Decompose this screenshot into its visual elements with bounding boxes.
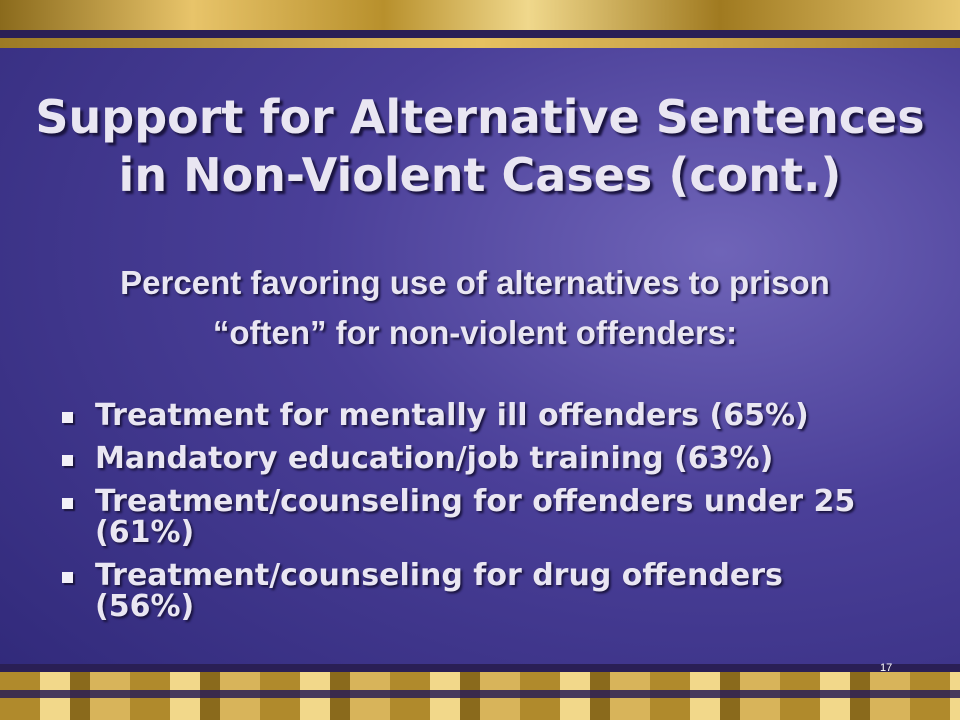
top-line (0, 30, 960, 38)
title-line: Support for Alternative Sentences (35, 90, 925, 144)
bottom-line (0, 690, 960, 698)
subtitle-line: Percent favoring use of alternatives to … (120, 264, 830, 301)
bullet: Mandatory education/job training (63%) (60, 443, 890, 474)
bottom-line (0, 664, 960, 672)
page-number: 17 (880, 662, 893, 674)
bullet: Treatment for mentally ill offenders (65… (60, 400, 890, 431)
subtitle: Percent favoring use of alternatives to … (0, 258, 950, 358)
bullet: Treatment/counseling for offenders under… (60, 486, 890, 548)
top-band (0, 0, 960, 30)
title-line: in Non-Violent Cases (cont.) (118, 148, 842, 202)
bullet-list: Treatment for mentally ill offenders (65… (60, 400, 890, 634)
title: Support for Alternative Sentences in Non… (0, 88, 960, 204)
top-line (0, 38, 960, 48)
subtitle-line: “often” for non-violent offenders: (212, 314, 738, 351)
bullet: Treatment/counseling for drug offenders … (60, 560, 890, 622)
